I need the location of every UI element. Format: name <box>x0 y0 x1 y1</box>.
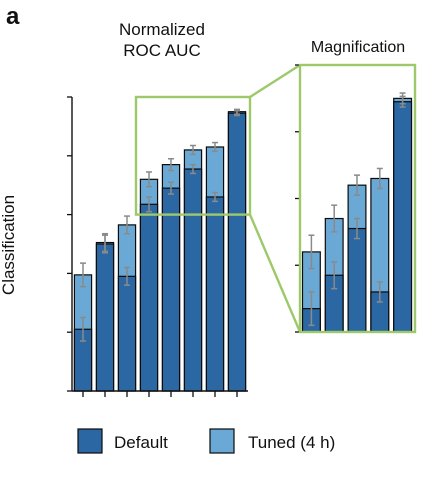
zoom-connector-top <box>249 63 301 99</box>
bar-default <box>205 196 225 392</box>
bar-default <box>393 101 413 333</box>
main-chart <box>67 95 252 397</box>
bar-default <box>227 112 247 392</box>
highlight-box <box>134 95 252 216</box>
chart-title-line-2: ROC AUC <box>123 41 200 60</box>
bar-default <box>139 203 159 392</box>
chart-title-line-1: Normalized <box>119 20 205 39</box>
zoom-connector-bottom <box>248 214 302 333</box>
bar-default <box>117 275 137 392</box>
legend-default-swatch <box>77 428 103 454</box>
y-axis-label: Classification <box>0 195 18 295</box>
bar-default <box>183 168 203 392</box>
legend: Default Tuned (4 h) <box>77 428 335 454</box>
bar-default <box>95 243 115 392</box>
bar-default <box>347 227 367 333</box>
bar-default <box>161 187 181 392</box>
legend-tuned-swatch <box>209 428 235 454</box>
panel-label: a <box>6 3 20 30</box>
zoom-connectors <box>248 63 302 333</box>
legend-tuned-label: Tuned (4 h) <box>248 433 335 452</box>
inset-frame <box>298 63 417 334</box>
inset-chart <box>295 63 417 334</box>
legend-default-label: Default <box>114 433 168 452</box>
inset-title: Magnification <box>311 39 405 56</box>
